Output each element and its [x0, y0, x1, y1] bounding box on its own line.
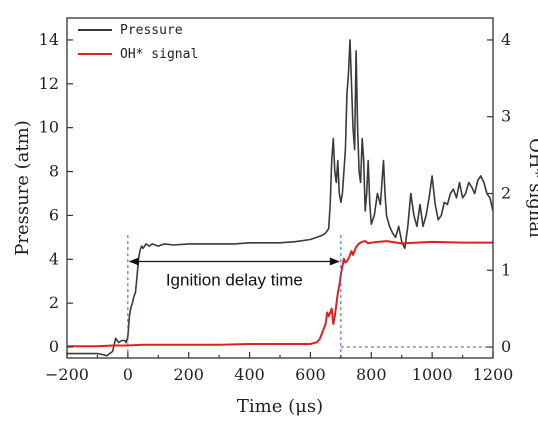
x-tick-label: 1000	[412, 365, 453, 384]
y-right-tick-label: 2	[501, 183, 511, 202]
y-left-tick-label: 12	[39, 74, 59, 93]
y-right-tick-label: 1	[501, 260, 511, 279]
x-tick-label: 800	[356, 365, 387, 384]
x-tick-label: 200	[173, 365, 204, 384]
x-tick-label: 0	[123, 365, 133, 384]
x-tick-label: 600	[295, 365, 326, 384]
ignition-delay-label: Ignition delay time	[166, 270, 303, 289]
x-axis-title: Time (μs)	[237, 396, 323, 417]
series-line-0	[67, 39, 494, 357]
y-right-axis-title: OH* signal	[525, 138, 538, 238]
delay-arrow-left-head	[128, 257, 139, 266]
y-left-tick-label: 10	[39, 118, 59, 137]
y-left-tick-label: 2	[49, 293, 59, 312]
y-left-tick-label: 14	[39, 30, 59, 49]
delay-arrow-right-head	[329, 257, 340, 266]
y-right-tick-label: 4	[501, 30, 511, 49]
x-tick-label: 400	[234, 365, 265, 384]
x-tick-label: 1200	[473, 365, 514, 384]
y-left-tick-label: 0	[49, 337, 59, 356]
y-right-tick-label: 3	[501, 107, 511, 126]
legend-label-0: Pressure	[120, 23, 183, 38]
y-right-tick-label: 0	[501, 337, 511, 356]
y-left-tick-label: 8	[49, 162, 59, 181]
series-line-1	[67, 240, 493, 348]
legend-label-1: OH* signal	[120, 47, 198, 62]
y-left-tick-label: 6	[49, 205, 59, 224]
y-left-axis-title: Pressure (atm)	[12, 120, 33, 256]
x-tick-label: −200	[45, 365, 89, 384]
y-left-tick-label: 4	[49, 249, 59, 268]
